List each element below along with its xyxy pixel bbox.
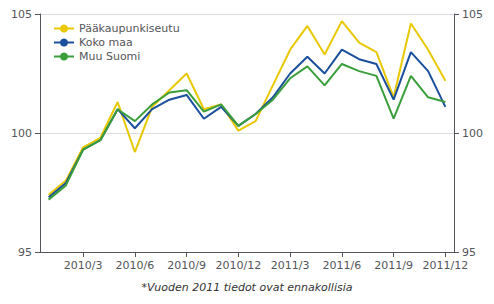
svg-text:Pääkaupunkiseutu: Pääkaupunkiseutu	[79, 22, 180, 35]
svg-text:Koko maa: Koko maa	[79, 36, 133, 49]
svg-text:2011/6: 2011/6	[323, 259, 362, 272]
svg-text:95: 95	[18, 246, 32, 259]
svg-text:105: 105	[11, 8, 32, 21]
svg-text:100: 100	[462, 127, 483, 140]
svg-text:Muu Suomi: Muu Suomi	[79, 50, 140, 63]
svg-text:2011/9: 2011/9	[374, 259, 413, 272]
svg-text:100: 100	[11, 127, 32, 140]
svg-text:2010/6: 2010/6	[116, 259, 155, 272]
svg-text:105: 105	[462, 8, 483, 21]
svg-text:2011/12: 2011/12	[423, 259, 469, 272]
svg-text:2011/3: 2011/3	[271, 259, 310, 272]
svg-text:2010/9: 2010/9	[167, 259, 206, 272]
svg-text:95: 95	[462, 246, 476, 259]
svg-text:*Vuoden 2011 tiedot ovat ennak: *Vuoden 2011 tiedot ovat ennakollisia	[142, 281, 353, 294]
svg-text:2010/3: 2010/3	[64, 259, 103, 272]
svg-text:2010/12: 2010/12	[216, 259, 262, 272]
